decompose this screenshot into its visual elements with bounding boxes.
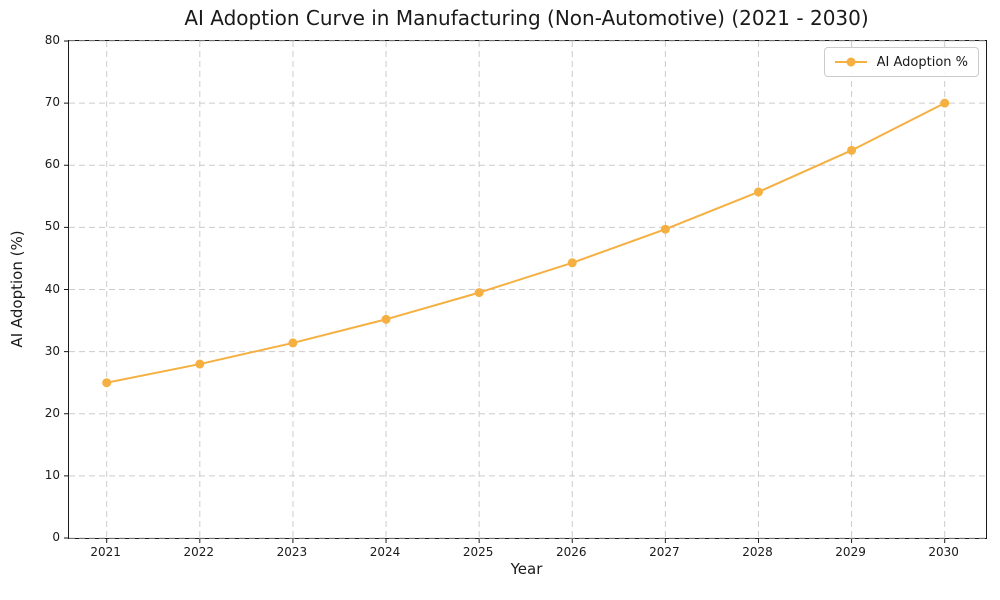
line-chart: [64, 40, 986, 543]
x-tick-label: 2024: [369, 545, 401, 559]
x-tick-label: 2026: [555, 545, 587, 559]
x-tick-label: 2021: [90, 545, 121, 559]
y-tick-label: 60: [44, 157, 60, 172]
data-point-marker: [474, 288, 484, 298]
x-tick-label: 2028: [742, 545, 773, 559]
y-tick-label: 70: [44, 95, 60, 110]
x-tick-label: 2030: [928, 545, 959, 559]
data-point-marker: [195, 359, 205, 369]
x-tick-label: 2027: [649, 545, 680, 559]
x-tick-label: 2023: [276, 545, 308, 559]
data-point-marker: [847, 145, 857, 155]
legend-label: AI Adoption %: [876, 54, 968, 70]
data-point-marker: [102, 378, 112, 388]
x-axis-label: Year: [510, 560, 543, 578]
x-tick-label: 2025: [462, 545, 494, 559]
data-point-marker: [288, 338, 298, 348]
legend-line-swatch: [834, 57, 867, 67]
data-point-marker: [660, 224, 670, 234]
y-tick-label: 20: [44, 405, 60, 420]
y-tick-label: 30: [44, 343, 60, 358]
y-tick-label: 50: [44, 219, 60, 234]
x-tick-label: 2022: [183, 545, 215, 559]
y-tick-label: 10: [44, 467, 60, 482]
y-tick-label: 0: [52, 530, 60, 544]
x-tick-label: 2029: [835, 545, 866, 559]
data-point-marker: [940, 98, 950, 108]
chart-title: AI Adoption Curve in Manufacturing (Non-…: [184, 6, 869, 30]
data-point-marker: [753, 187, 763, 197]
legend: AI Adoption %: [823, 47, 979, 77]
data-point-marker: [381, 314, 391, 324]
y-tick-label: 80: [44, 33, 60, 47]
y-tick-label: 40: [44, 281, 60, 296]
series-line: [106, 102, 946, 384]
plot-area: AI Adoption %: [64, 40, 987, 543]
data-point-marker: [567, 258, 577, 268]
